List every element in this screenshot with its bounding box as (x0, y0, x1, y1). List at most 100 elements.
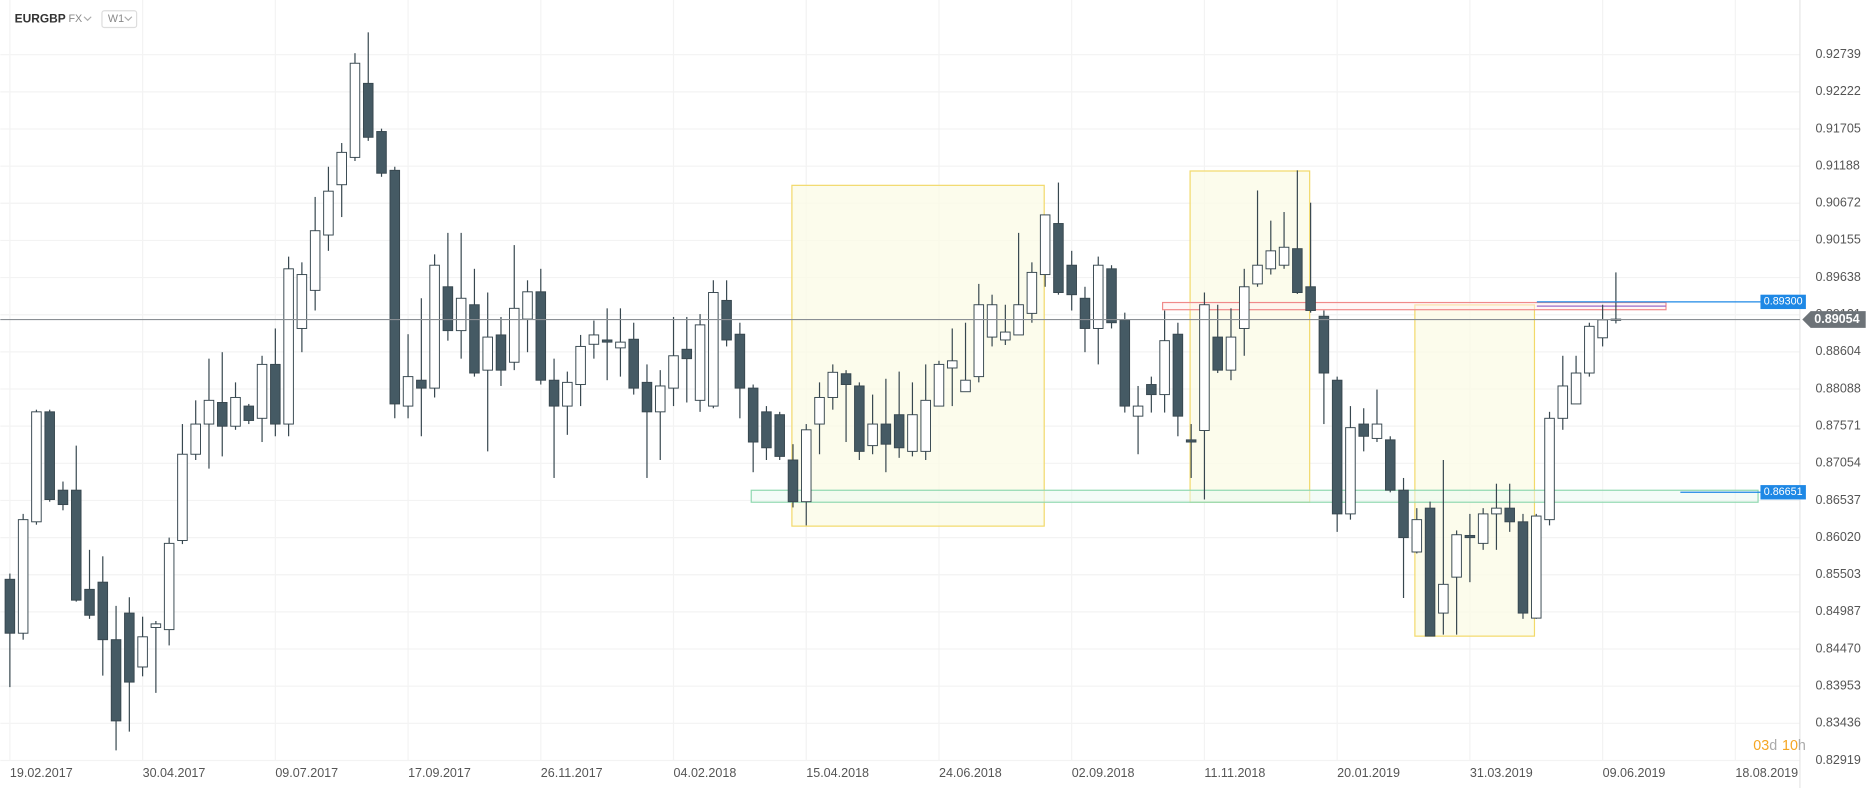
timeframe-box[interactable] (101, 10, 138, 29)
candle-body (376, 131, 387, 174)
candle-body (243, 405, 255, 421)
candle-body (1464, 534, 1476, 539)
candle-body (1252, 264, 1263, 285)
y-tick-label: 0.88604 (1815, 344, 1860, 358)
x-tick-label: 09.07.2017 (275, 766, 338, 780)
candle-body (1358, 423, 1369, 437)
candle-body (4, 578, 16, 634)
candle-body (31, 411, 42, 523)
candle-body (1477, 513, 1489, 544)
candle-body (482, 336, 493, 371)
candle-body (110, 639, 122, 722)
candle-body (787, 459, 799, 503)
candle-body (1225, 336, 1237, 371)
x-tick-label: 20.01.2019 (1337, 766, 1400, 780)
candle-body (893, 414, 905, 449)
x-tick-label: 02.09.2018 (1072, 766, 1135, 780)
candle-body (1597, 319, 1608, 339)
symbol: EURGBP (15, 11, 66, 25)
level-label: 0.86651 (1764, 486, 1803, 498)
candle-body (323, 190, 334, 236)
candle-body (230, 396, 241, 427)
candle-body (1185, 439, 1197, 443)
candle-body (920, 399, 931, 452)
candle-body (1132, 405, 1144, 417)
candles (4, 32, 1622, 751)
candle-body (137, 636, 148, 668)
level-label-box (1760, 485, 1806, 500)
timeframe-selector[interactable]: W1 (108, 13, 124, 25)
candle-body (57, 489, 69, 506)
candle-body (442, 286, 454, 332)
candle-body (880, 423, 892, 445)
candle-body (124, 612, 135, 683)
candle-body (708, 292, 719, 407)
candle-body (1504, 507, 1515, 523)
x-tick-label: 19.02.2017 (10, 766, 73, 780)
candle-body (1039, 214, 1051, 276)
y-tick-label: 0.91188 (1815, 158, 1859, 172)
candle-body (1212, 336, 1223, 371)
candle-body (1517, 521, 1529, 614)
candle-body (946, 360, 958, 369)
level-label-box (1760, 294, 1806, 310)
candle-body (1411, 519, 1423, 553)
y-tick-label: 0.82919 (1815, 753, 1860, 767)
candle-body (1053, 223, 1064, 294)
candle-body (270, 363, 281, 425)
candle-body (362, 82, 374, 138)
countdown-unit: h (1798, 738, 1806, 754)
candle-body (774, 414, 785, 457)
y-tick-label: 0.84987 (1815, 604, 1860, 618)
candle-body (1570, 372, 1582, 405)
candle-body (150, 623, 162, 628)
candle-body (1066, 264, 1077, 296)
candle-body (827, 371, 839, 398)
y-tick-label: 0.87571 (1815, 418, 1860, 432)
candle-body (535, 291, 547, 381)
candle-body (1398, 489, 1409, 539)
candle-body (416, 379, 427, 389)
candle-body (1238, 286, 1250, 329)
candle-body (17, 519, 29, 634)
candle-body (734, 333, 746, 389)
y-tick-label: 0.86537 (1815, 493, 1860, 507)
candle-body (495, 334, 507, 371)
candle-body (1092, 264, 1104, 329)
candle-body (1305, 286, 1316, 311)
candle-body (1331, 379, 1343, 515)
y-tick-label: 0.92222 (1815, 84, 1860, 98)
candle-body (973, 304, 985, 378)
support-zone (750, 489, 1759, 503)
candle-body (216, 402, 228, 427)
candle-body (548, 379, 560, 407)
dropdown-arrow[interactable] (83, 16, 92, 22)
candle-body (1424, 507, 1436, 637)
candle-body (1106, 268, 1117, 324)
candle-body (1199, 304, 1210, 432)
candle-body (508, 307, 520, 363)
candle-body (203, 399, 215, 425)
x-tick-label: 30.04.2017 (143, 766, 206, 780)
x-tick-label: 04.02.2018 (674, 766, 737, 780)
y-tick-label: 0.84470 (1815, 641, 1860, 655)
candle-body (1557, 385, 1569, 419)
candle-body (349, 62, 361, 158)
candle-body (694, 324, 706, 401)
candle-body (1026, 271, 1038, 314)
candle-body (429, 264, 440, 389)
candle-body (283, 268, 294, 425)
countdown-hours: 10 (1782, 738, 1798, 754)
dropdown-arrow[interactable] (124, 16, 133, 22)
candle-body (1318, 315, 1330, 374)
candle-body (1079, 297, 1091, 329)
candle-body (1278, 246, 1290, 266)
x-tick-label: 26.11.2017 (541, 766, 603, 780)
candle-body (641, 381, 653, 413)
market-selector[interactable]: FX (68, 13, 82, 25)
overlay: 0.82919 0.83436 0.83953 0.84470 0.84987 0.855… (0, 47, 1866, 780)
candle-body (84, 588, 95, 616)
highlight-box (1189, 170, 1311, 503)
level-label: 0.89300 (1764, 296, 1803, 308)
y-tick-label: 0.85503 (1815, 567, 1860, 581)
